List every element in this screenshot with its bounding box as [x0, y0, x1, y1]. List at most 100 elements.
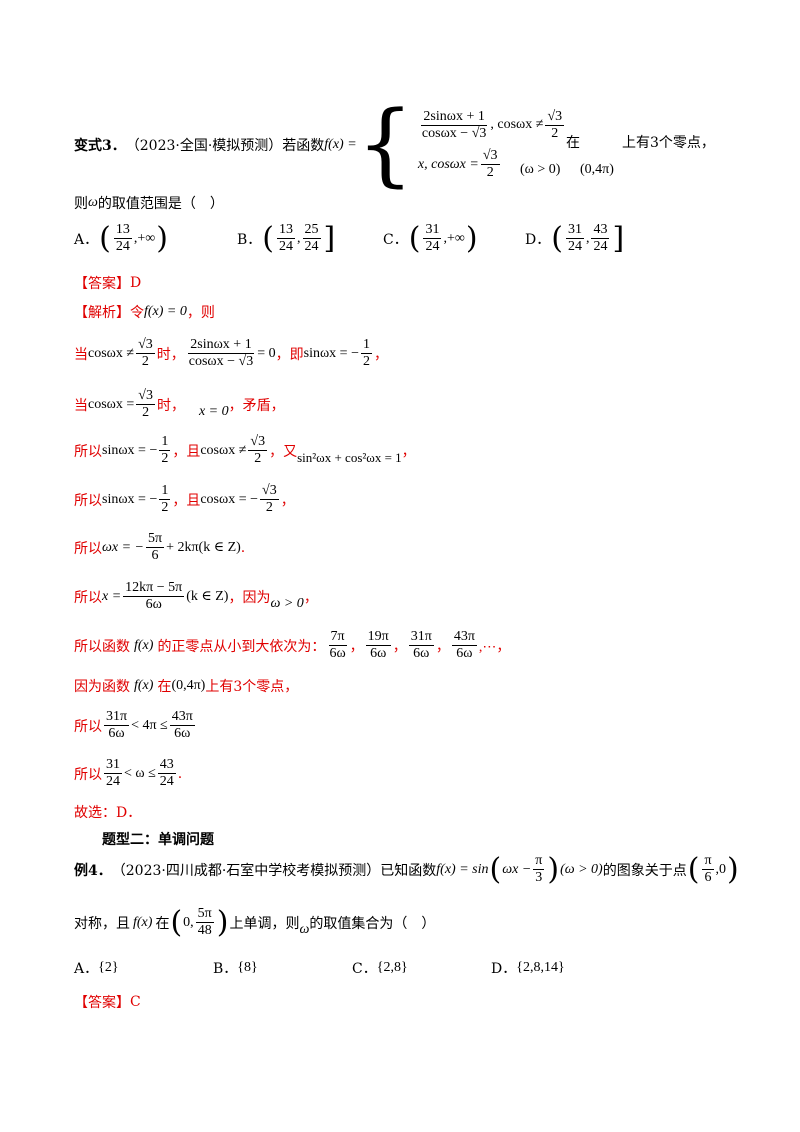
answer-4-value: C — [130, 994, 141, 1010]
sol-l11m: < ω ≤ — [124, 765, 156, 781]
q4-option-c[interactable]: C． {2,8} — [352, 958, 491, 978]
sol-l7d: 6ω — [145, 597, 162, 613]
solution-line-6: 所以 ωx = − 5π 6 + 2kπ(k ∈ Z) . — [74, 531, 245, 564]
sol-l4d: 2 — [161, 451, 169, 467]
piece-1-condition: , cosωx ≠ — [490, 117, 544, 133]
sol-l4d2: 2 — [254, 451, 262, 467]
sol-l6m: ωx = − — [102, 539, 144, 555]
sol-l4m2: cosωx ≠ — [200, 442, 247, 458]
option-d-open: ( — [551, 220, 563, 256]
question-3-interval: (0,4π) — [580, 162, 614, 177]
solution-line-1: 【解析】 令 f(x) = 0 ，则 — [74, 302, 215, 322]
sol-l2fn: 2sinωx + 1 — [188, 337, 254, 355]
sol-l10d2: 6ω — [174, 726, 191, 742]
solution-label: 【解析】 — [74, 305, 130, 321]
q4-option-b[interactable]: B． {8} — [213, 958, 352, 978]
zero-sep-1: ， — [349, 638, 364, 655]
answer-3-value: D — [130, 275, 142, 291]
piecewise-brace: { — [356, 92, 414, 197]
q4-l2d: 的取值集合为（ ） — [309, 915, 436, 932]
zero-sep-2: ， — [392, 638, 407, 655]
question-3-at: 在 — [566, 135, 580, 151]
q4-interval-num: 5π — [195, 906, 214, 924]
sol-l1a: 令 — [130, 305, 144, 321]
sol-l10d1: 6ω — [108, 726, 125, 742]
sol-l7n: 12kπ − 5π — [123, 580, 185, 598]
answer-4: 【答案】 C — [74, 992, 141, 1012]
piece-1-denominator: cosωx − √3 — [421, 125, 487, 141]
q4-interval-den: 48 — [197, 923, 212, 939]
option-d-close: ] — [612, 220, 625, 256]
option-b-num-2: 25 — [302, 222, 321, 240]
zero-3-num: 31π — [408, 629, 434, 647]
q4-option-a-letter: A． — [74, 961, 99, 977]
option-a[interactable]: A． ( 13 24 , +∞ ) — [74, 220, 168, 256]
piece-1-numerator: 2sinωx + 1 — [421, 109, 487, 126]
sol-l2a: 当 — [74, 346, 88, 363]
sol-l5n2: √3 — [260, 483, 279, 501]
sol-l9b: 在 — [157, 679, 172, 695]
question-3-source: （2023·全国·模拟预测）若函数 — [125, 138, 325, 154]
sol-l2c: ，即 — [275, 346, 304, 363]
sol-l5c: ， — [280, 492, 295, 509]
option-b-close: ] — [323, 220, 336, 256]
sol-l7m3: ω > 0 — [270, 595, 304, 611]
section-2-title: 题型二：单调问题 — [102, 832, 214, 848]
sol-l1b: ，则 — [186, 305, 215, 321]
sol-l4c: ，又 — [269, 443, 298, 460]
sol-l11n1: 31 — [104, 757, 122, 775]
zero-1-den: 6ω — [329, 646, 346, 662]
question-3-label: 变式3． — [74, 138, 126, 154]
option-b-den-1: 24 — [279, 239, 294, 255]
question-3-line-2-b: 的取值范围是（ ） — [97, 196, 224, 212]
option-c-right: +∞ — [446, 230, 465, 246]
sol-l5d2: 2 — [265, 500, 273, 516]
sol-l5n: 1 — [159, 483, 171, 501]
option-d-num-1: 31 — [565, 222, 584, 240]
sol-l5m2: cosωx = − — [200, 491, 259, 507]
q4-option-c-value: {2,8} — [376, 960, 408, 975]
sol-l2n: √3 — [136, 337, 155, 355]
sol-l6d: 6 — [151, 548, 159, 564]
option-c[interactable]: C． ( 31 24 , +∞ ) — [383, 220, 478, 256]
question-3-line-2: 则 ω 的取值范围是（ ） — [74, 193, 224, 213]
solution-line-2: 当 cosωx ≠ √3 2 时， 2sinωx + 1 cosωx − √3 = … — [74, 337, 388, 370]
sol-l6n: 5π — [146, 531, 165, 549]
option-a-num: 13 — [113, 222, 132, 240]
sol-l7c: ， — [303, 589, 318, 606]
sol-l1m: f(x) = 0 — [144, 304, 187, 319]
sol-l3m: cosωx = — [88, 396, 135, 412]
piece-1-cond-den: 2 — [551, 125, 559, 141]
q4-option-d[interactable]: D． {2,8,14} — [491, 958, 565, 978]
sol-l2n2: 1 — [360, 337, 372, 355]
option-b[interactable]: B． ( 13 24 , 25 24 ] — [237, 220, 336, 256]
piece-2: x, cosωx = √3 2 — [418, 148, 566, 181]
q4-option-d-letter: D． — [491, 961, 517, 977]
piece-2-condition: x, cosωx = — [417, 156, 479, 172]
q4-option-a[interactable]: A． {2} — [74, 958, 213, 978]
option-a-close: ) — [156, 220, 168, 256]
sol-l9a: 因为函数 — [74, 679, 130, 695]
option-d[interactable]: D． ( 31 24 , 43 24 ] — [525, 220, 625, 256]
q4-option-b-value: {8} — [237, 960, 258, 975]
sol-l2d: 2 — [141, 354, 149, 370]
option-c-open: ( — [408, 220, 421, 256]
option-d-den-2: 24 — [593, 239, 608, 255]
sol-l2fd: cosωx − √3 — [188, 354, 254, 370]
question-4-inner: ωx − — [502, 861, 532, 877]
q4-pt-num: π — [702, 853, 714, 871]
solution-line-8: 所以函数 f(x) 的正零点从小到大依次为： 7π 6ω ， 19π 6ω ， 31… — [74, 629, 510, 662]
option-b-letter: B． — [237, 231, 262, 248]
solution-line-3: 当 cosωx = √3 2 时， x = 0 ，矛盾， — [74, 388, 285, 421]
q4-l2a: 对称，且 — [74, 915, 130, 932]
sol-l2m1: cosωx ≠ — [88, 345, 135, 361]
q4-option-d-value: {2,8,14} — [516, 960, 565, 975]
option-a-den: 24 — [115, 239, 130, 255]
question-4-line-1: 例4． （2023·四川成都·石室中学校考模拟预测）已知函数 f(x) = si… — [74, 851, 739, 887]
sol-l4n: 1 — [159, 434, 171, 452]
answer-3: 【答案】 D — [74, 273, 141, 293]
question-3-func: f(x) = — [324, 137, 357, 152]
q4-option-c-letter: C． — [352, 961, 377, 977]
q4-l2c: 上单调，则 — [229, 915, 300, 932]
